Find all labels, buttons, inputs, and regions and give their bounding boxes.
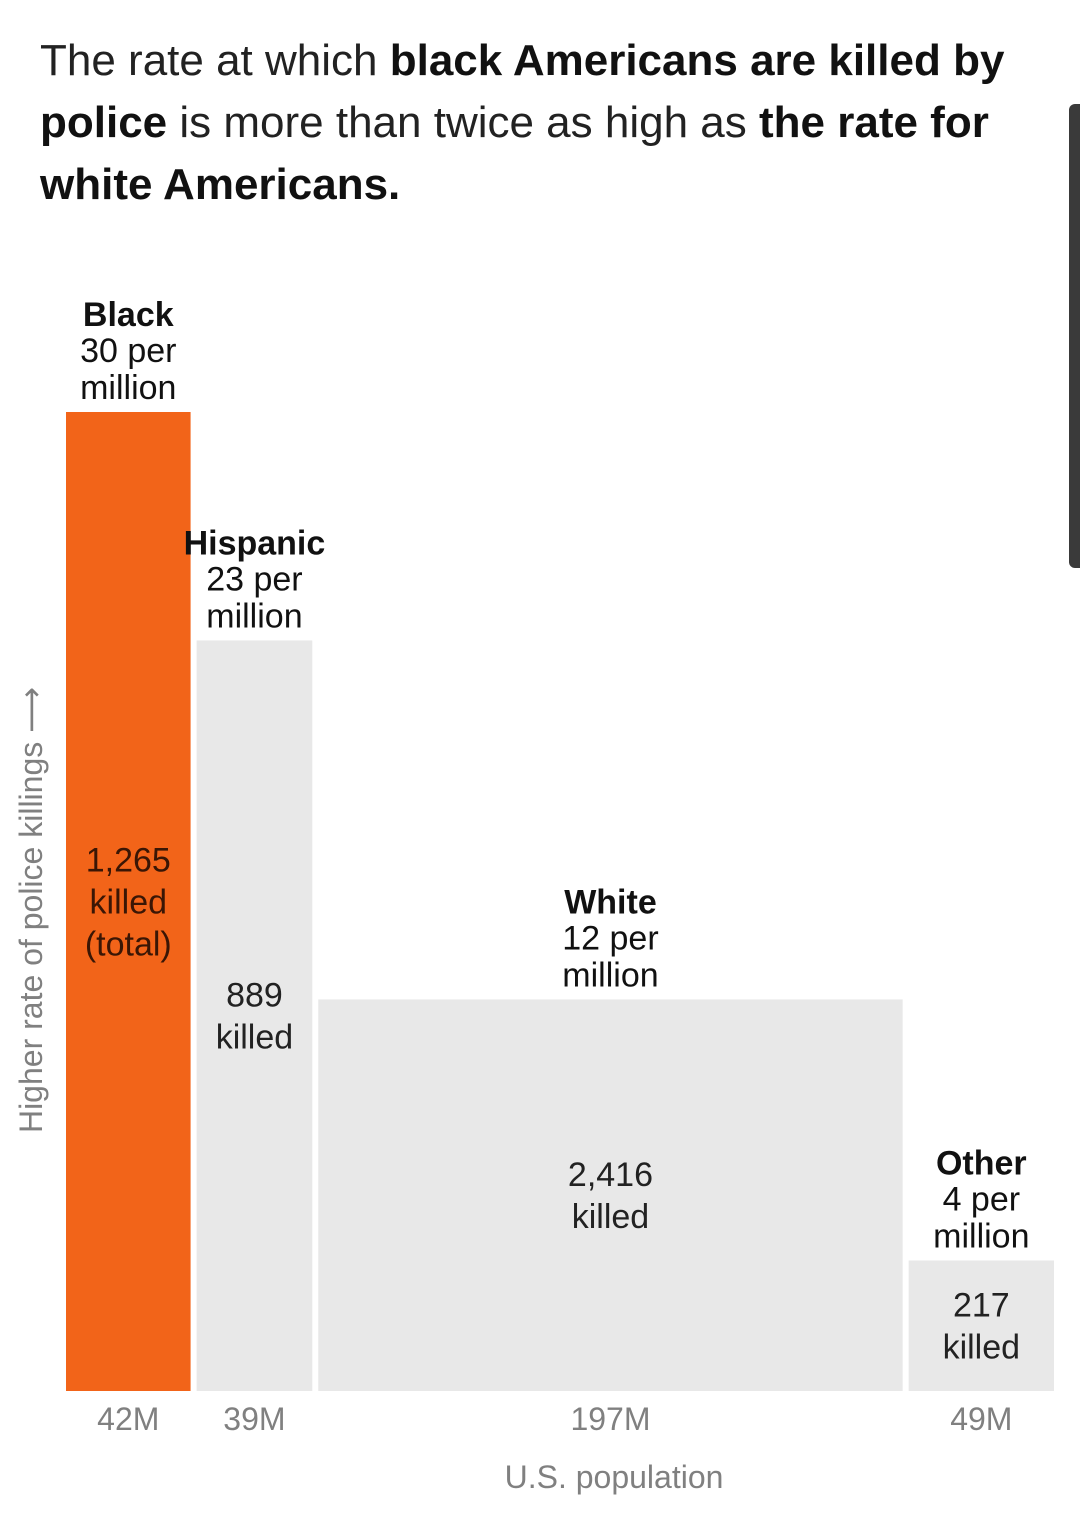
- bar-black: [66, 412, 191, 1391]
- scrollbar-thumb[interactable]: [1069, 104, 1080, 568]
- bars-layer: [66, 412, 1054, 1391]
- bar-rate-unit-white: million: [562, 956, 658, 994]
- bar-name-hispanic: Hispanic: [184, 524, 326, 562]
- page-title: The rate at which black Americans are ki…: [40, 30, 1050, 216]
- population-tick-black: 42M: [97, 1401, 159, 1437]
- population-tick-hispanic: 39M: [223, 1401, 285, 1437]
- killed-label-black-2: (total): [85, 926, 172, 964]
- population-tick-other: 49M: [950, 1401, 1012, 1437]
- killed-label-hispanic-0: 889: [226, 977, 283, 1015]
- killed-label-black-1: killed: [90, 884, 167, 922]
- bar-other: [908, 1260, 1054, 1391]
- x-axis-label: U.S. population: [505, 1459, 724, 1495]
- bar-name-black: Black: [83, 296, 174, 334]
- bar-rate-unit-black: million: [80, 369, 176, 407]
- bar-rate-white: 12 per: [562, 919, 658, 957]
- bar-rate-unit-hispanic: million: [206, 597, 302, 635]
- killed-label-black-0: 1,265: [86, 842, 171, 880]
- title-bold-1: black Americans are killed by police: [40, 36, 1005, 147]
- y-axis-label: Higher rate of police killings ⟶: [13, 687, 49, 1133]
- population-tick-white: 197M: [570, 1401, 650, 1437]
- killed-label-white-1: killed: [572, 1198, 649, 1236]
- title-part-1: The rate at which: [40, 36, 390, 85]
- killed-label-other-0: 217: [953, 1287, 1010, 1325]
- bar-rate-black: 30 per: [80, 332, 176, 370]
- bar-rate-unit-other: million: [933, 1217, 1029, 1255]
- killed-label-hispanic-1: killed: [216, 1019, 293, 1057]
- bar-name-white: White: [564, 883, 657, 921]
- bar-white: [318, 999, 903, 1391]
- bar-rate-hispanic: 23 per: [206, 560, 302, 598]
- bar-rate-other: 4 per: [943, 1180, 1021, 1218]
- killed-label-other-1: killed: [943, 1329, 1020, 1367]
- killed-label-white-0: 2,416: [568, 1156, 653, 1194]
- bar-name-other: Other: [936, 1144, 1027, 1182]
- title-bold-2: the rate for white Americans.: [40, 98, 989, 209]
- title-part-2: is more than twice as high as: [167, 98, 759, 147]
- bar-hispanic: [196, 640, 313, 1391]
